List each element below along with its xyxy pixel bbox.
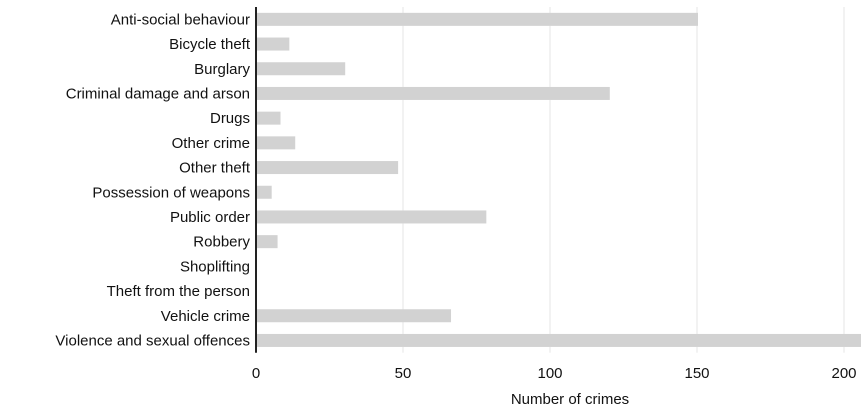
x-tick-label: 100 — [537, 365, 562, 382]
bar — [257, 185, 272, 199]
category-label: Violence and sexual offences — [55, 332, 250, 349]
x-tick-label: 0 — [252, 365, 260, 382]
x-tick-label: 200 — [831, 365, 856, 382]
bar — [257, 235, 278, 249]
category-label: Public order — [170, 209, 250, 226]
category-label: Theft from the person — [107, 283, 250, 300]
bar — [257, 210, 487, 224]
category-label: Drugs — [210, 110, 250, 127]
bar — [257, 309, 452, 323]
category-label: Anti-social behaviour — [111, 11, 250, 28]
bar — [257, 111, 281, 125]
x-tick-labels: 0 50 100 150 200 — [252, 365, 857, 382]
category-label: Shoplifting — [180, 258, 250, 275]
bar — [257, 161, 399, 175]
category-label: Criminal damage and arson — [66, 85, 250, 102]
bars — [257, 12, 861, 347]
bar — [257, 37, 290, 51]
category-label: Bicycle theft — [169, 36, 251, 53]
category-label: Vehicle crime — [161, 308, 250, 325]
x-axis-title: Number of crimes — [511, 391, 629, 407]
bar — [257, 86, 610, 100]
bar — [257, 12, 698, 26]
category-label: Possession of weapons — [92, 184, 250, 201]
category-label: Other theft — [179, 160, 251, 177]
gridlines — [402, 7, 845, 353]
bar — [257, 136, 296, 150]
category-label: Other crime — [172, 135, 250, 152]
category-labels: Anti-social behaviour Bicycle theft Burgla… — [55, 11, 250, 349]
category-label: Burglary — [194, 61, 250, 78]
x-tick-label: 150 — [684, 365, 709, 382]
x-tick-label: 50 — [395, 365, 412, 382]
bar — [257, 333, 861, 347]
bar — [257, 62, 346, 76]
category-label: Robbery — [193, 234, 250, 251]
